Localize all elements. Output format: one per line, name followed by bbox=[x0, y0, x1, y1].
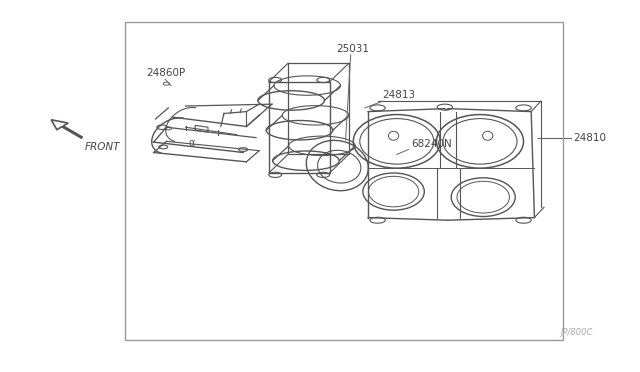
Text: α: α bbox=[189, 138, 195, 148]
Text: JP/800C: JP/800C bbox=[560, 328, 593, 337]
Bar bbox=[125, 22, 563, 340]
Text: FRONT: FRONT bbox=[84, 142, 120, 152]
Text: 25031: 25031 bbox=[336, 44, 369, 54]
Text: 24810: 24810 bbox=[573, 133, 606, 142]
Text: 24860P: 24860P bbox=[146, 68, 185, 78]
Text: 24813: 24813 bbox=[383, 90, 416, 100]
Text: 68240N: 68240N bbox=[411, 139, 452, 149]
